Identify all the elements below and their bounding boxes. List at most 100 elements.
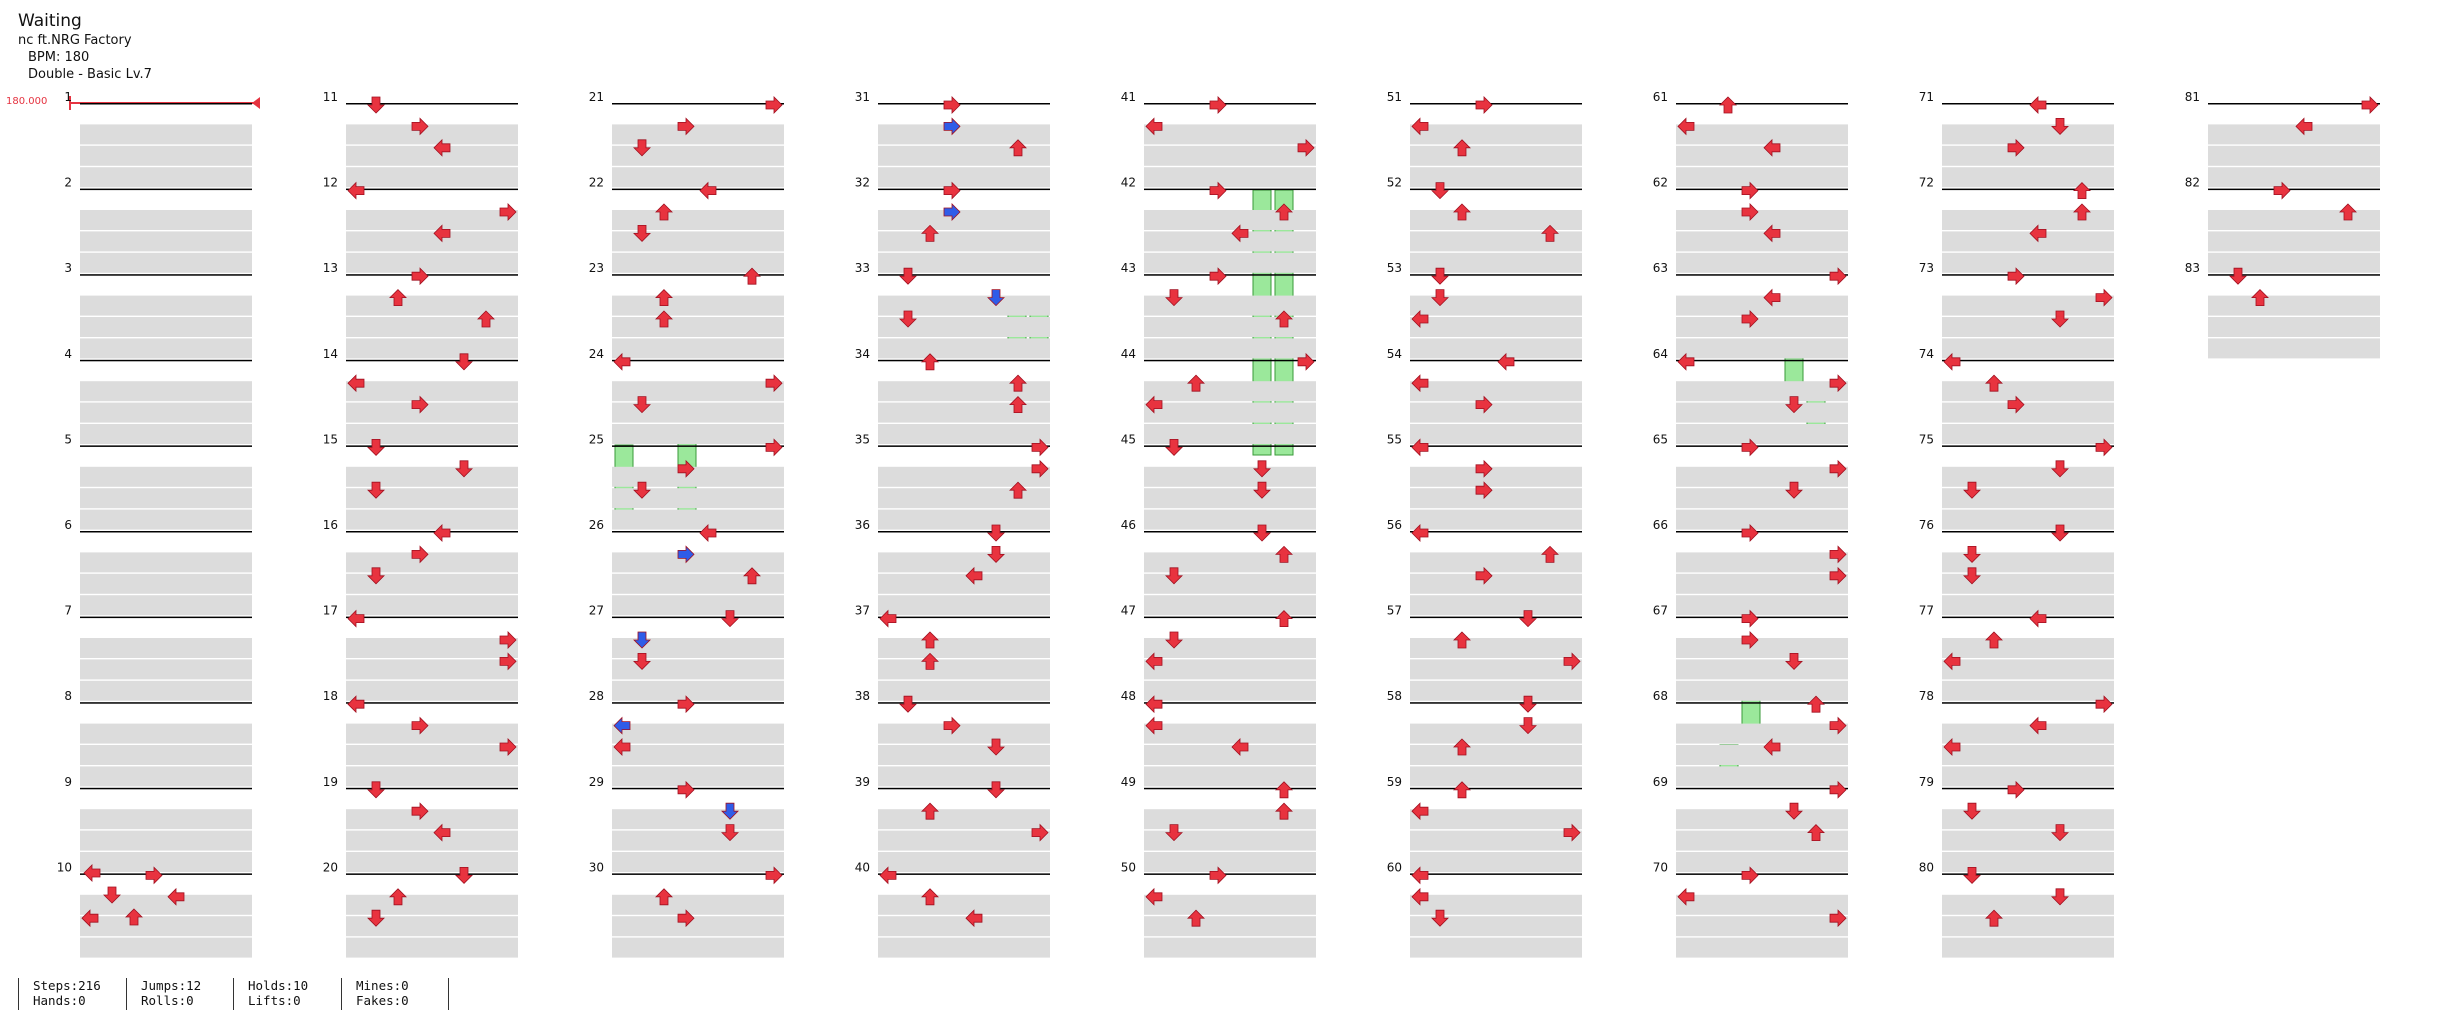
beat-band bbox=[612, 659, 784, 680]
beat-band bbox=[346, 723, 518, 744]
measure-number: 28 bbox=[589, 689, 604, 703]
beat-band bbox=[878, 573, 1050, 594]
step-arrow-R bbox=[677, 780, 695, 799]
beat-band bbox=[1410, 659, 1582, 680]
stat-lifts: Lifts:0 bbox=[248, 993, 301, 1008]
beat-band bbox=[1144, 317, 1316, 337]
beat-band bbox=[346, 573, 518, 594]
beat-band bbox=[1410, 766, 1582, 787]
step-arrow-R bbox=[1829, 909, 1847, 928]
measure-line bbox=[612, 702, 784, 704]
measure-number: 44 bbox=[1121, 347, 1136, 361]
beat-band bbox=[878, 745, 1050, 765]
song-title: Waiting bbox=[18, 11, 82, 31]
beat-band bbox=[1676, 830, 1848, 851]
beat-band bbox=[1676, 145, 1848, 166]
beat-band bbox=[1942, 916, 2114, 937]
beat-band bbox=[612, 509, 784, 530]
beat-band bbox=[1676, 894, 1848, 915]
measure-number: 62 bbox=[1653, 176, 1668, 190]
measure-line bbox=[612, 274, 784, 276]
step-arrow-U bbox=[1009, 139, 1027, 157]
beat-band bbox=[80, 466, 252, 487]
measure-number: 72 bbox=[1919, 176, 1934, 190]
beat-band bbox=[1410, 424, 1582, 444]
step-arrow-U bbox=[1453, 203, 1471, 221]
beat-band bbox=[346, 916, 518, 937]
step-arrow-U bbox=[743, 567, 761, 585]
beat-band bbox=[2208, 145, 2380, 166]
measure-line bbox=[612, 445, 784, 447]
beat-band bbox=[80, 488, 252, 509]
beat-band bbox=[612, 145, 784, 166]
beat-band bbox=[1676, 659, 1848, 680]
beat-band bbox=[80, 809, 252, 830]
step-arrow-R bbox=[1297, 352, 1315, 371]
step-arrow-D bbox=[2051, 888, 2069, 906]
beat-band bbox=[1410, 338, 1582, 359]
measure-number: 51 bbox=[1387, 90, 1402, 104]
beat-band bbox=[346, 124, 518, 145]
beat-band bbox=[1144, 680, 1316, 701]
step-arrow-U bbox=[921, 224, 939, 242]
step-arrow-U bbox=[1453, 738, 1471, 756]
beat-band bbox=[1676, 424, 1848, 444]
step-arrow-D bbox=[1963, 802, 1981, 820]
measure-line bbox=[1410, 873, 1582, 875]
step-arrow-U bbox=[921, 652, 939, 670]
measure-line bbox=[1942, 103, 2114, 105]
step-arrow-D bbox=[1963, 546, 1981, 563]
step-arrow-D bbox=[1785, 653, 1803, 670]
step-arrow-D bbox=[2051, 824, 2069, 842]
step-arrow-U bbox=[1275, 610, 1293, 627]
step-arrow-R bbox=[1209, 96, 1227, 114]
measure-line bbox=[80, 445, 252, 447]
beat-band bbox=[878, 809, 1050, 830]
step-arrow-L bbox=[1677, 352, 1695, 371]
beat-band bbox=[612, 231, 784, 252]
bpm-label: BPM: 180 bbox=[28, 50, 90, 65]
step-arrow-D bbox=[987, 289, 1005, 307]
measure-number: 60 bbox=[1387, 860, 1402, 874]
beat-band bbox=[1410, 466, 1582, 487]
measure-number: 75 bbox=[1919, 432, 1934, 446]
beat-band bbox=[1942, 894, 2114, 915]
measure-number: 58 bbox=[1387, 689, 1402, 703]
beat-band bbox=[2208, 124, 2380, 145]
beat-band bbox=[878, 852, 1050, 872]
step-arrow-U bbox=[1453, 631, 1471, 649]
beat-band bbox=[80, 124, 252, 145]
beat-band bbox=[80, 659, 252, 680]
beat-band bbox=[1676, 402, 1848, 423]
measure-line bbox=[612, 359, 784, 362]
beat-band bbox=[1144, 381, 1316, 402]
measure-line bbox=[346, 445, 518, 447]
beat-band bbox=[1144, 552, 1316, 573]
beat-band bbox=[612, 295, 784, 316]
step-arrow-R bbox=[411, 117, 429, 136]
step-arrow-D bbox=[633, 396, 651, 414]
step-arrow-U bbox=[921, 888, 939, 906]
stats-group-mines: Mines:0 Fakes:0 bbox=[341, 978, 409, 1010]
step-arrow-R bbox=[411, 267, 429, 286]
measure-line bbox=[346, 787, 518, 790]
beat-band bbox=[1942, 424, 2114, 444]
measure-line bbox=[1410, 445, 1582, 447]
step-arrow-R bbox=[677, 909, 695, 928]
measure-line bbox=[1144, 274, 1316, 276]
step-arrow-L bbox=[699, 524, 717, 542]
beat-band bbox=[1942, 723, 2114, 744]
step-arrow-R bbox=[943, 716, 961, 735]
step-arrow-U bbox=[655, 310, 673, 328]
beat-band bbox=[1410, 124, 1582, 145]
measure-number: 71 bbox=[1919, 90, 1934, 104]
measure-number: 11 bbox=[323, 90, 338, 104]
beat-band bbox=[80, 210, 252, 230]
beat-band bbox=[80, 552, 252, 573]
step-arrow-L bbox=[1145, 652, 1163, 671]
beat-band bbox=[612, 595, 784, 616]
step-arrow-L bbox=[1411, 887, 1429, 906]
step-arrow-L bbox=[433, 823, 451, 842]
step-arrow-R bbox=[411, 802, 429, 821]
measure-number: 69 bbox=[1653, 775, 1668, 789]
